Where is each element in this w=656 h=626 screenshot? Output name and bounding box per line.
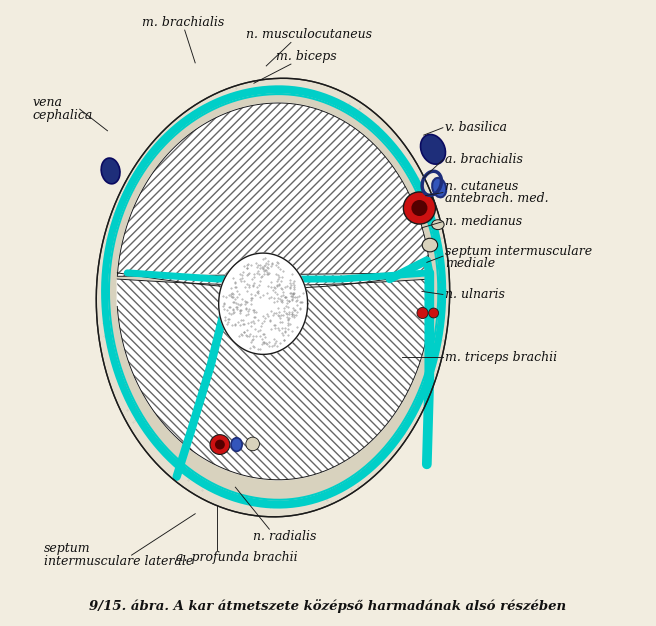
Text: m. biceps: m. biceps <box>276 50 337 63</box>
Text: n. musculocutaneus: n. musculocutaneus <box>247 28 373 41</box>
Polygon shape <box>109 94 438 500</box>
Circle shape <box>428 308 439 318</box>
Polygon shape <box>218 253 308 354</box>
Text: a. profunda brachii: a. profunda brachii <box>176 551 297 564</box>
Polygon shape <box>104 88 444 506</box>
Ellipse shape <box>420 135 445 164</box>
Text: 9/15. ábra. A kar átmetszete középső harmadának alsó részében: 9/15. ábra. A kar átmetszete középső har… <box>89 600 567 613</box>
Ellipse shape <box>432 220 444 230</box>
Circle shape <box>411 200 428 216</box>
Text: cephalica: cephalica <box>33 109 93 122</box>
Polygon shape <box>117 103 430 289</box>
Circle shape <box>215 439 225 449</box>
Circle shape <box>417 307 428 319</box>
Text: n. radialis: n. radialis <box>253 530 316 543</box>
Ellipse shape <box>101 158 120 184</box>
Polygon shape <box>117 279 430 480</box>
Circle shape <box>246 437 259 451</box>
Polygon shape <box>109 94 438 500</box>
Ellipse shape <box>432 178 446 197</box>
Polygon shape <box>96 78 449 517</box>
Ellipse shape <box>422 239 438 252</box>
Text: n. ulnaris: n. ulnaris <box>445 288 505 301</box>
Text: vena: vena <box>33 96 63 110</box>
Text: n. medianus: n. medianus <box>445 215 522 228</box>
Text: mediale: mediale <box>445 257 495 270</box>
Text: intermusculare laterale: intermusculare laterale <box>44 555 193 568</box>
Text: m. brachialis: m. brachialis <box>142 16 224 29</box>
Ellipse shape <box>231 438 242 451</box>
Circle shape <box>403 192 436 224</box>
Circle shape <box>210 434 230 454</box>
Text: septum: septum <box>44 543 91 555</box>
Text: v. basilica: v. basilica <box>445 121 507 134</box>
Text: n. cutaneus: n. cutaneus <box>445 180 519 193</box>
Text: antebrach. med.: antebrach. med. <box>445 192 549 205</box>
Text: septum intermusculare: septum intermusculare <box>445 245 592 258</box>
Text: m. triceps brachii: m. triceps brachii <box>445 351 558 364</box>
Text: a. brachialis: a. brachialis <box>445 153 523 167</box>
